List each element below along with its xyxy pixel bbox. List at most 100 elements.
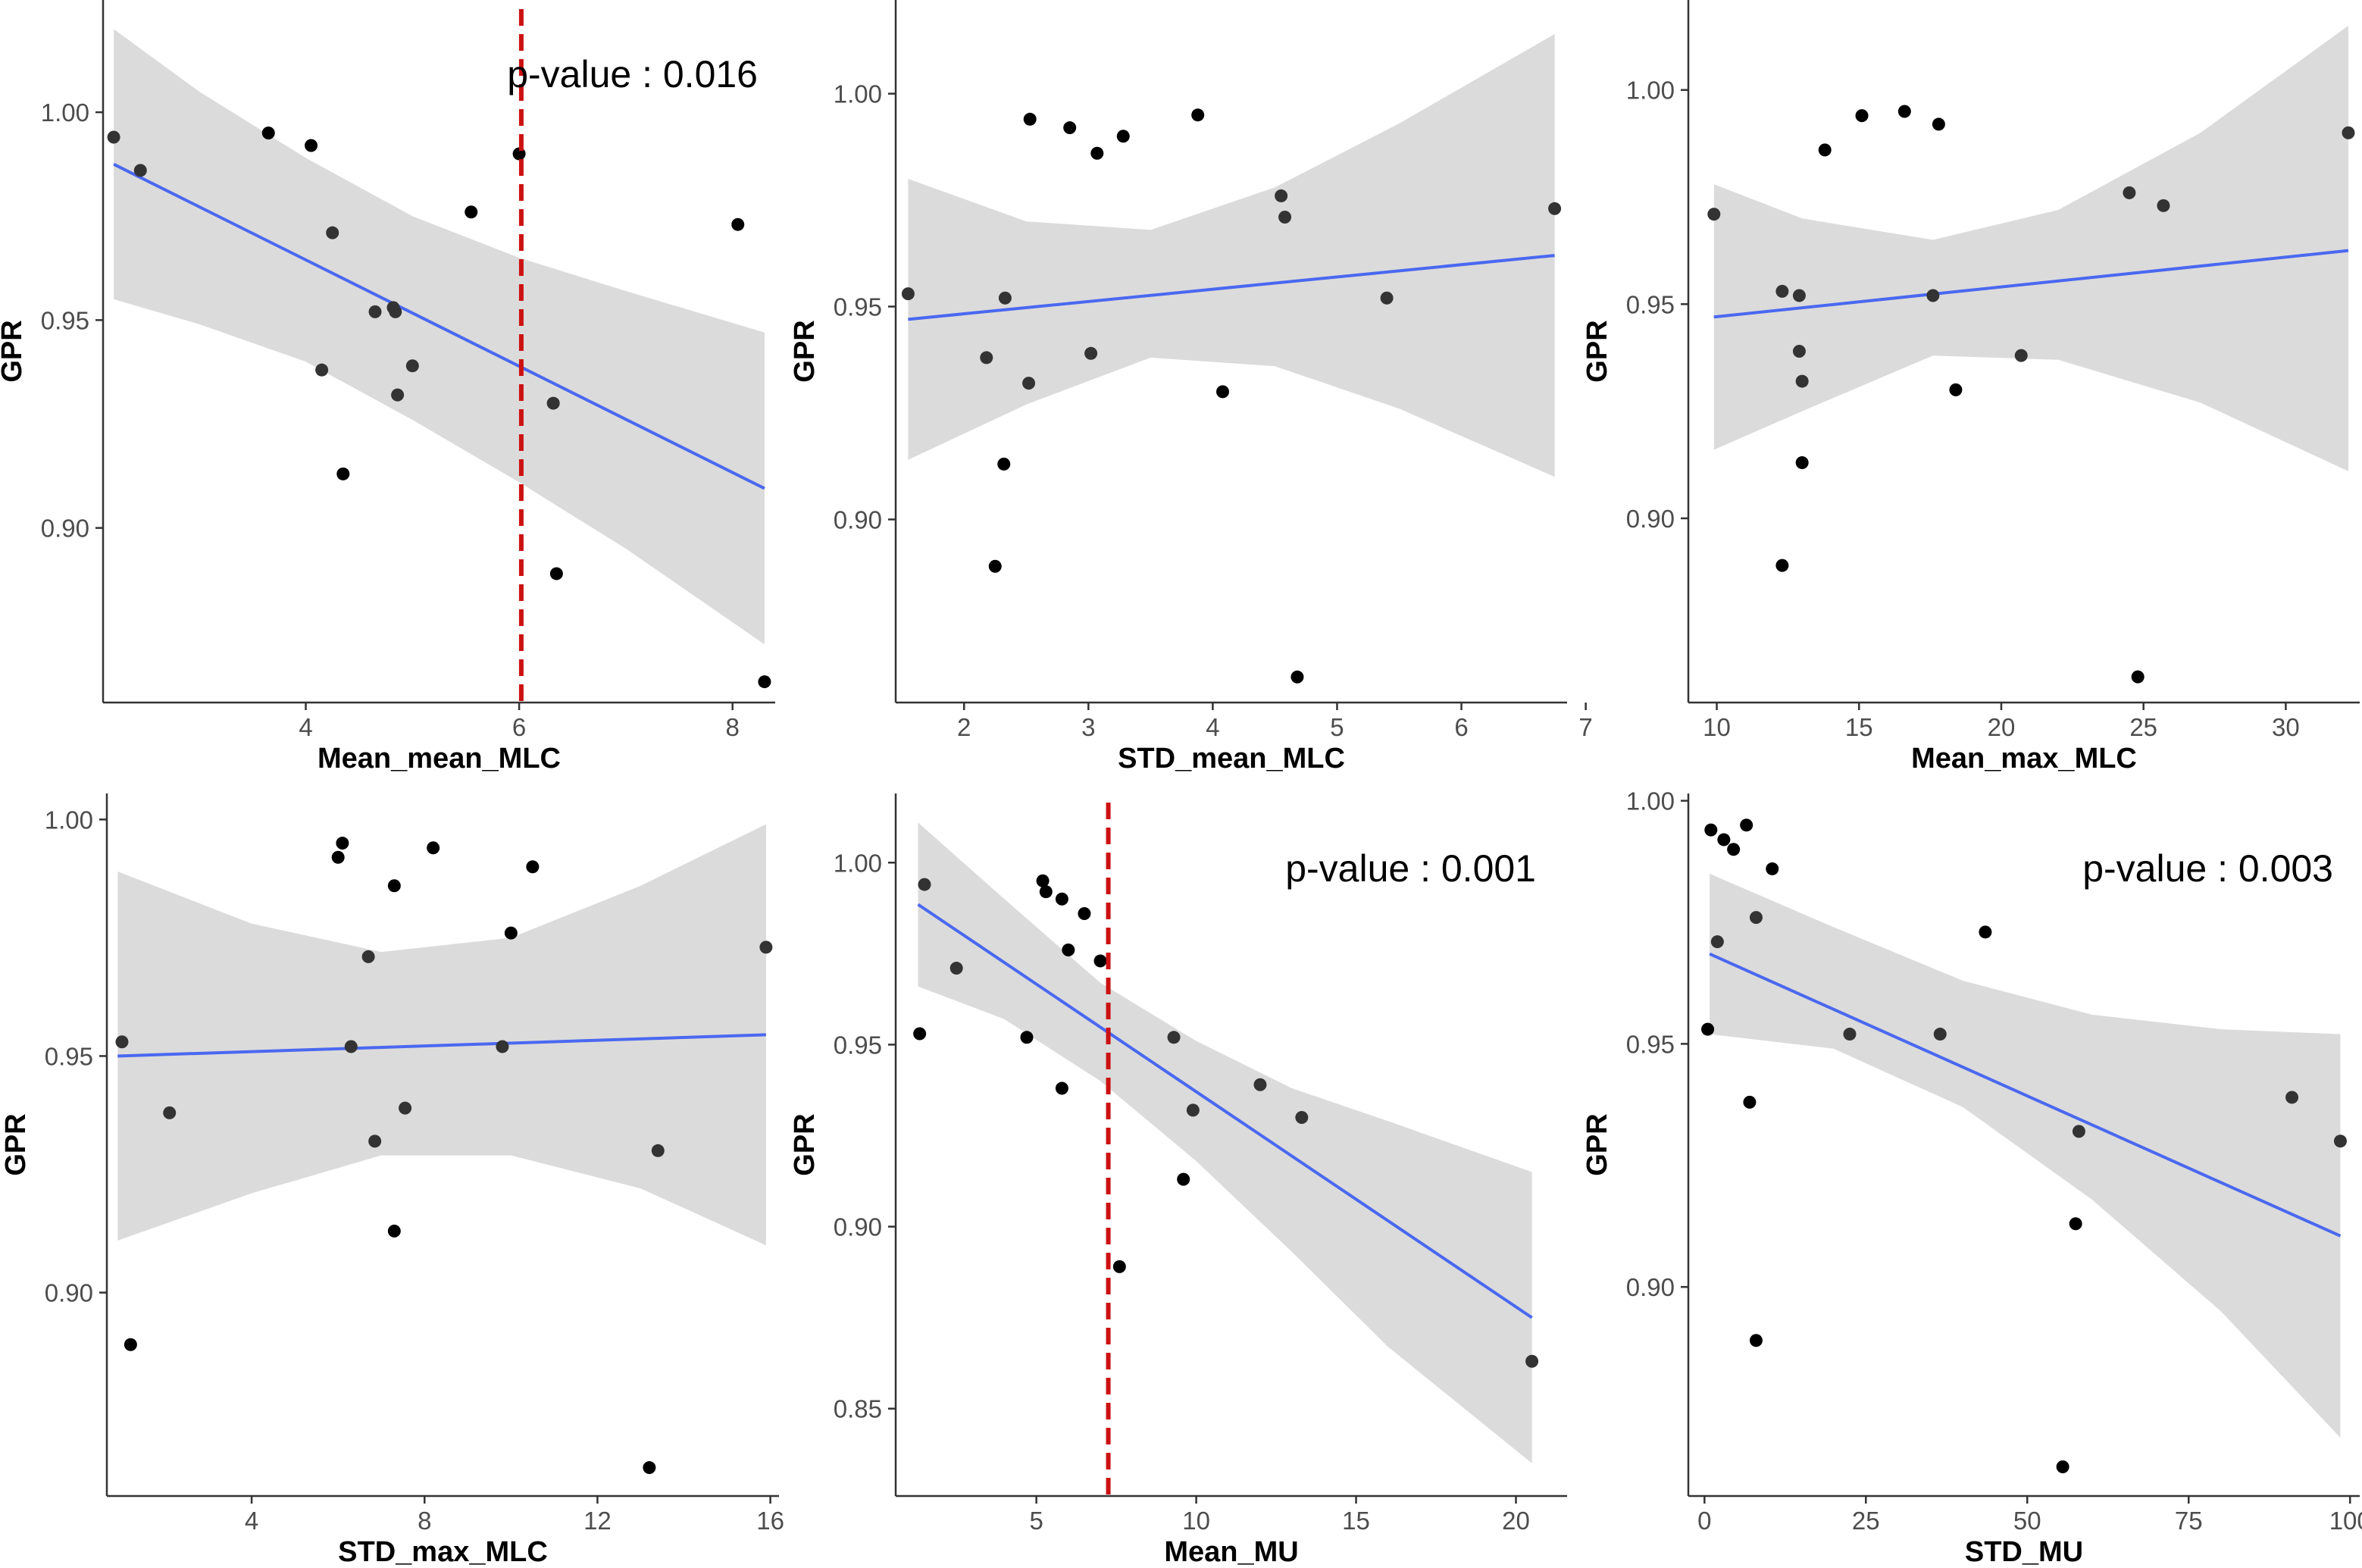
data-point — [1897, 105, 1911, 118]
confidence-band — [114, 29, 765, 645]
x-tick-label: 100 — [2329, 1507, 2362, 1535]
x-tick-label: 7 — [1578, 713, 1592, 741]
x-tick-label: 20 — [1502, 1507, 1530, 1535]
confidence-band — [117, 824, 766, 1246]
x-tick-label: 4 — [1206, 713, 1219, 741]
data-point — [998, 291, 1012, 305]
data-point — [1216, 385, 1230, 399]
data-point — [1063, 121, 1077, 135]
data-point — [2014, 349, 2028, 362]
x-tick-label: 25 — [1852, 1507, 1880, 1535]
data-point — [2333, 1135, 2347, 1148]
data-point — [1090, 146, 1104, 160]
x-tick-label: 8 — [726, 713, 740, 741]
data-point — [124, 1338, 137, 1351]
data-point — [336, 467, 350, 480]
data-point — [651, 1144, 665, 1157]
data-point — [2131, 670, 2145, 684]
data-point — [1191, 108, 1205, 122]
data-point — [1933, 1028, 1947, 1041]
p-value-label: p-value : 0.001 — [1285, 847, 1536, 890]
data-point — [1707, 208, 1721, 221]
y-axis-title: GPR — [1581, 1113, 1613, 1175]
regression-line — [1713, 249, 2349, 319]
x-tick-label: 15 — [1342, 1507, 1370, 1535]
x-axis-title: STD_MU — [1965, 1536, 2083, 1568]
data-point — [107, 130, 120, 144]
data-point — [1548, 202, 1562, 215]
data-point — [1979, 925, 1992, 939]
data-point — [549, 567, 563, 581]
data-point — [399, 1101, 412, 1115]
data-point — [1926, 289, 1940, 302]
confidence-band — [1713, 25, 2348, 471]
y-tick-label: 0.95 — [834, 293, 882, 321]
data-point — [1766, 862, 1779, 875]
x-axis-title: Mean_MU — [1164, 1536, 1298, 1568]
data-point — [1039, 885, 1053, 899]
data-point — [1855, 109, 1869, 123]
x-tick-label: 5 — [1330, 713, 1344, 741]
data-point — [759, 940, 773, 954]
x-axis-title: Mean_max_MLC — [1911, 743, 2137, 775]
data-point — [115, 1035, 129, 1049]
x-tick-label: 15 — [1845, 713, 1873, 741]
data-point — [988, 559, 1002, 573]
data-point — [391, 388, 405, 402]
x-tick-label: 50 — [2013, 1507, 2041, 1535]
data-point — [1949, 383, 1963, 396]
data-point — [405, 359, 419, 373]
data-point — [526, 860, 540, 874]
data-point — [331, 850, 345, 864]
panel-std-mean-mlc: 0.90 0.95 1.00 2 3 4 5 6 7 STD_mean_MLC GPR — [789, 0, 1593, 775]
data-point — [427, 841, 440, 855]
data-point — [315, 363, 329, 377]
regression-line — [917, 903, 1533, 1319]
data-point — [1775, 559, 1789, 572]
y-axis-title: GPR — [0, 320, 28, 382]
data-point — [1795, 455, 1809, 469]
y-tick-label: 0.95 — [45, 1042, 93, 1070]
data-point — [2069, 1217, 2082, 1231]
panel-std-max-mlc: 0.90 0.95 1.00 4 8 12 16 STD_max_MLC GPR — [0, 793, 784, 1568]
data-point — [1093, 954, 1107, 968]
y-tick-label: 0.90 — [41, 515, 89, 543]
y-tick-label: 0.90 — [1626, 1273, 1675, 1301]
data-point — [368, 1135, 382, 1148]
data-point — [305, 139, 318, 152]
regression-line — [1709, 952, 2342, 1238]
data-point — [496, 1040, 509, 1053]
data-point — [387, 1224, 401, 1238]
y-tick-label: 0.95 — [1626, 290, 1675, 318]
data-point — [1740, 818, 1754, 832]
x-tick-label: 30 — [2272, 713, 2300, 741]
x-tick-label: 4 — [245, 1507, 258, 1535]
data-point — [1036, 874, 1050, 887]
regression-line — [113, 162, 765, 490]
data-point — [1112, 1260, 1126, 1273]
data-point — [1710, 935, 1724, 949]
y-tick-label: 0.95 — [1626, 1030, 1675, 1058]
data-point — [1717, 833, 1731, 847]
data-point — [1704, 823, 1718, 837]
data-point — [361, 950, 375, 963]
data-point — [1055, 892, 1068, 906]
data-point — [163, 1106, 177, 1119]
data-point — [1278, 211, 1292, 224]
y-tick-label: 0.95 — [834, 1031, 882, 1059]
x-tick-label: 12 — [583, 1507, 612, 1535]
data-point — [1701, 1022, 1715, 1036]
x-tick-label: 6 — [1454, 713, 1468, 741]
y-tick-label: 0.90 — [1626, 505, 1675, 533]
x-tick-label: 8 — [418, 1507, 431, 1535]
data-point — [949, 962, 963, 975]
regression-line — [117, 1033, 766, 1058]
data-point — [1275, 189, 1288, 202]
y-tick-label: 1.00 — [41, 99, 89, 127]
data-point — [546, 396, 560, 410]
confidence-band — [918, 822, 1532, 1463]
p-value-label: p-value : 0.016 — [507, 53, 758, 95]
data-point — [1167, 1031, 1181, 1044]
data-point — [1186, 1103, 1200, 1117]
data-point — [465, 205, 478, 219]
